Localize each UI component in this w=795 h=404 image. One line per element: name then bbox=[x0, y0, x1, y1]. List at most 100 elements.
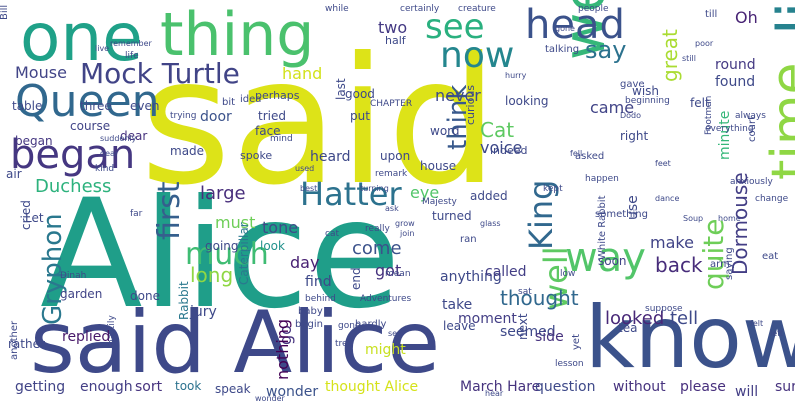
cloud-word: sort bbox=[135, 379, 163, 395]
cloud-word: Oh bbox=[735, 8, 758, 27]
cloud-word: minute bbox=[717, 110, 733, 160]
cloud-word: something bbox=[595, 209, 648, 220]
cloud-word: sea bbox=[388, 329, 402, 338]
cloud-word: good bbox=[345, 87, 375, 101]
cloud-word: take bbox=[442, 297, 473, 313]
cloud-word: perhaps bbox=[255, 89, 300, 102]
cloud-word: speak bbox=[215, 382, 251, 396]
cloud-word: lesson bbox=[555, 359, 584, 369]
cloud-word: cat bbox=[325, 229, 339, 239]
cloud-word: thing bbox=[160, 0, 315, 70]
cloud-word: hurry bbox=[505, 71, 527, 80]
cloud-word: tell bbox=[670, 308, 699, 329]
cloud-word: dear bbox=[120, 129, 148, 143]
cloud-word: word bbox=[430, 124, 460, 138]
cloud-word: always bbox=[735, 111, 766, 121]
cloud-word: happen bbox=[585, 174, 619, 184]
cloud-word: gone bbox=[338, 321, 361, 331]
cloud-word: remember bbox=[110, 39, 152, 48]
cloud-word: mind bbox=[270, 134, 293, 144]
cloud-word: suddenly bbox=[100, 134, 137, 143]
cloud-word: till bbox=[705, 9, 718, 20]
cloud-word: gone bbox=[555, 24, 575, 33]
cloud-word: Adventures bbox=[360, 294, 412, 304]
cloud-word: sat bbox=[518, 287, 532, 297]
cloud-word: question bbox=[535, 379, 596, 395]
cloud-word: cried bbox=[19, 200, 33, 230]
cloud-word: tried bbox=[258, 109, 286, 123]
cloud-word: turning bbox=[360, 184, 389, 193]
cloud-word: back bbox=[655, 253, 703, 277]
cloud-word: added bbox=[470, 189, 508, 203]
cloud-word: everything bbox=[705, 124, 754, 134]
cloud-word: Mock Turtle bbox=[80, 57, 240, 90]
cloud-word: talking bbox=[545, 44, 580, 55]
cloud-word: Mouse bbox=[15, 63, 67, 82]
cloud-word: soon bbox=[598, 254, 627, 268]
cloud-word: join bbox=[400, 229, 415, 238]
cloud-word: really bbox=[365, 224, 390, 234]
cloud-word: two bbox=[378, 18, 408, 37]
cloud-word: course bbox=[70, 119, 111, 133]
cloud-word: hear bbox=[485, 389, 504, 398]
cloud-word: curious bbox=[464, 84, 477, 125]
cloud-word: Duchess bbox=[35, 176, 112, 197]
cloud-word: creature bbox=[458, 4, 496, 14]
cloud-word: thought bbox=[500, 286, 579, 310]
cloud-word: Soup bbox=[683, 214, 704, 223]
cloud-word: day bbox=[290, 253, 320, 272]
cloud-word: long bbox=[190, 263, 234, 287]
cloud-word: idea bbox=[240, 94, 262, 105]
cloud-word: air bbox=[6, 167, 22, 181]
cloud-word: best bbox=[300, 184, 318, 193]
cloud-word: little bbox=[765, 0, 795, 35]
cloud-word: wonder bbox=[255, 394, 285, 403]
cloud-word: look bbox=[260, 239, 285, 253]
cloud-word: jury bbox=[190, 304, 217, 320]
cloud-word: behind bbox=[305, 294, 336, 304]
cloud-word: great bbox=[658, 29, 682, 82]
cloud-word: Caterpillar bbox=[237, 222, 251, 285]
cloud-word: enough bbox=[80, 379, 133, 395]
cloud-word: say bbox=[585, 36, 627, 64]
cloud-word: must bbox=[215, 213, 256, 232]
cloud-word: head bbox=[525, 2, 625, 48]
cloud-word: right bbox=[620, 129, 649, 143]
cloud-word: never bbox=[435, 86, 481, 105]
cloud-word: Rabbit bbox=[177, 281, 191, 320]
cloud-word: even bbox=[130, 99, 160, 113]
cloud-word: nothing bbox=[273, 318, 292, 380]
cloud-word: looking bbox=[505, 94, 549, 108]
cloud-word: hastily bbox=[107, 315, 117, 345]
cloud-word: spoke bbox=[240, 149, 273, 162]
cloud-word: tea bbox=[618, 321, 638, 335]
cloud-word: come bbox=[352, 238, 402, 259]
cloud-word: will bbox=[735, 384, 759, 400]
cloud-word: tree bbox=[335, 339, 354, 349]
cloud-word: rather bbox=[8, 337, 45, 351]
cloud-word: wonder bbox=[266, 384, 319, 400]
cloud-word: eat bbox=[762, 251, 779, 262]
cloud-word: Cat bbox=[480, 118, 515, 142]
cloud-word: trying bbox=[170, 111, 197, 121]
cloud-word: heard bbox=[310, 149, 351, 165]
cloud-word: dance bbox=[655, 194, 680, 203]
cloud-word: mean bbox=[385, 269, 411, 279]
cloud-word: next bbox=[516, 313, 530, 340]
cloud-word: said Alice bbox=[30, 293, 441, 393]
cloud-word: began bbox=[15, 134, 53, 148]
cloud-word: way bbox=[565, 235, 646, 281]
cloud-word: glass bbox=[480, 219, 501, 228]
cloud-word: done bbox=[130, 289, 160, 303]
cloud-word: now bbox=[440, 35, 515, 76]
cloud-word: said bbox=[140, 21, 499, 224]
cloud-word: home bbox=[718, 214, 741, 223]
cloud-word: baby bbox=[298, 306, 323, 317]
cloud-word: people bbox=[578, 4, 609, 14]
cloud-word: turned bbox=[432, 209, 472, 223]
cloud-word: first bbox=[152, 181, 187, 240]
cloud-word: hardly bbox=[355, 319, 387, 330]
cloud-word: side bbox=[535, 329, 564, 345]
cloud-word: anxiously bbox=[730, 177, 773, 187]
cloud-word: remark bbox=[375, 169, 408, 179]
